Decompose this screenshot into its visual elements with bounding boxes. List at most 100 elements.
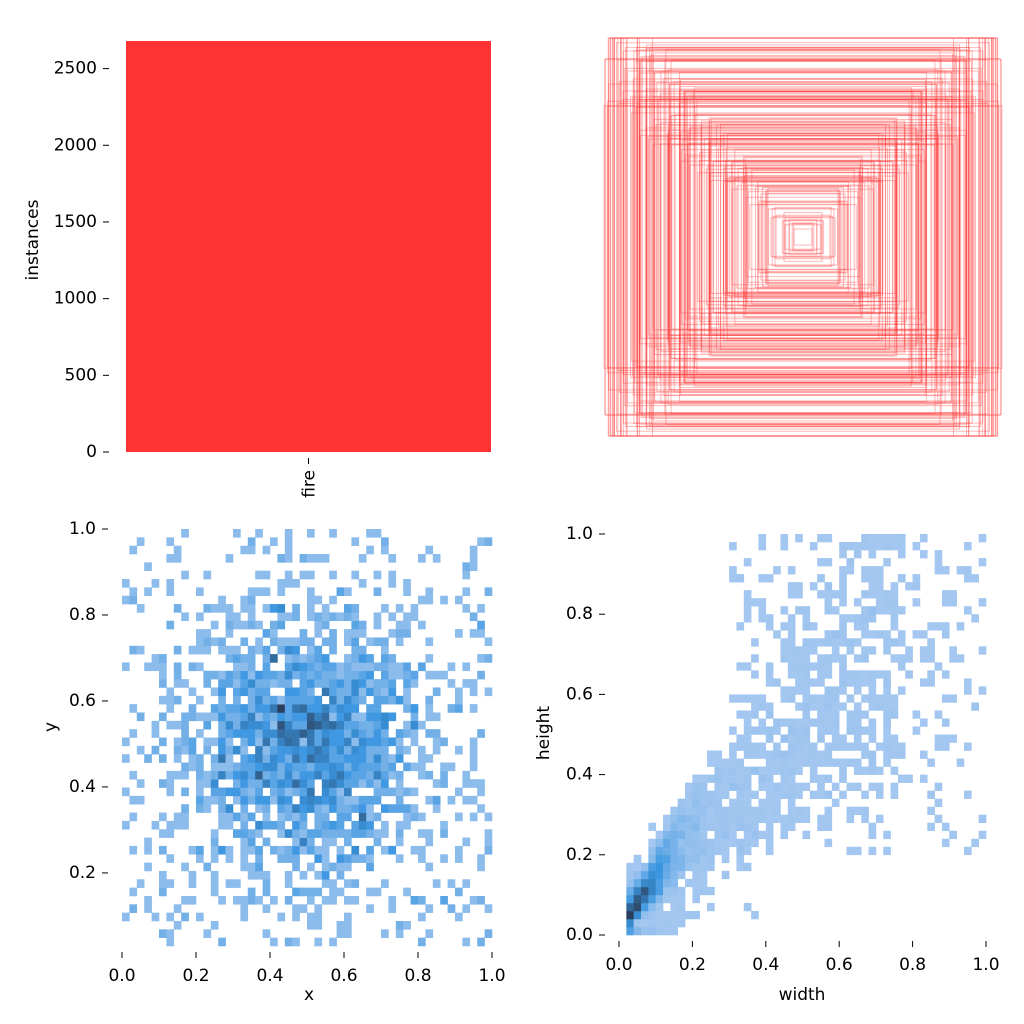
label-box — [665, 49, 941, 425]
hist-bin — [403, 729, 411, 738]
hist-bin — [875, 670, 884, 679]
hist-bin — [181, 570, 189, 580]
hist-bin — [809, 662, 818, 671]
hist-bin — [707, 806, 715, 815]
hist-bin — [941, 694, 950, 703]
hist-bin — [299, 737, 308, 747]
hist-bin — [655, 886, 664, 896]
hist-bin — [440, 595, 448, 605]
hist-bin — [802, 694, 811, 703]
hist-bin — [403, 629, 411, 638]
hist-bin — [655, 878, 664, 888]
hist-bin — [765, 798, 774, 807]
hist-bin — [868, 726, 877, 735]
label-box — [626, 70, 980, 404]
hist-bin — [883, 726, 891, 735]
hist-bin — [403, 887, 411, 897]
hist-bin — [905, 654, 913, 663]
x-tick-label: 1.0 — [478, 966, 505, 986]
hist-bin — [648, 926, 656, 936]
hist-bin — [255, 637, 263, 647]
hist-bin — [853, 718, 862, 727]
hist-bin — [292, 812, 300, 822]
hist-bin — [358, 645, 367, 655]
hist-bin — [218, 820, 226, 830]
hist-bin — [875, 814, 884, 824]
hist-bin — [890, 614, 899, 623]
hist-bin — [685, 846, 693, 856]
hist-bin — [477, 895, 485, 905]
hist-bin — [329, 770, 337, 780]
hist-bin — [890, 598, 899, 607]
hist-bin — [795, 534, 803, 543]
hist-bin — [663, 862, 671, 872]
hist-bin — [425, 595, 434, 605]
hist-bin — [692, 894, 701, 904]
hist-bin — [883, 542, 891, 551]
hist-bin — [395, 770, 404, 780]
hist-bin — [366, 745, 374, 755]
hist-bin — [831, 606, 840, 615]
hist-bin — [218, 712, 226, 722]
hist-bin — [203, 795, 212, 805]
hist-bin — [173, 770, 182, 780]
hist-bin — [410, 729, 419, 738]
hist-bin — [795, 646, 803, 655]
hist-bin — [336, 695, 345, 705]
bar-fire — [126, 41, 491, 452]
hist-bin — [861, 630, 869, 639]
hist-bin — [307, 912, 315, 922]
hist-bin — [181, 729, 189, 738]
hist-bin — [277, 612, 286, 622]
hist-bin — [853, 702, 862, 711]
hist-bin — [447, 879, 456, 888]
hist-bin — [233, 720, 241, 730]
hist-bin — [927, 822, 935, 832]
hist-bin — [292, 637, 300, 647]
hist-bin — [247, 720, 256, 730]
hist-bin — [381, 662, 389, 672]
label-box — [649, 55, 957, 419]
hist-bin — [425, 695, 434, 705]
hist-bin — [853, 654, 862, 663]
hist-bin — [795, 734, 803, 743]
hist-bin — [861, 678, 869, 687]
hist-bin — [707, 838, 715, 848]
hist-bin — [129, 704, 138, 713]
hist-bin — [270, 729, 278, 738]
hist-bin — [721, 766, 730, 775]
hist-bin — [299, 720, 308, 730]
hist-bin — [418, 620, 426, 630]
hist-bin — [166, 579, 175, 588]
hist-bin — [299, 654, 308, 663]
hist-bin — [484, 587, 493, 597]
hist-bin — [225, 762, 234, 772]
hist-bin — [890, 582, 899, 591]
hist-bin — [941, 734, 950, 743]
hist-bin — [381, 720, 389, 730]
hist-bin — [307, 570, 315, 580]
hist-bin — [868, 694, 877, 703]
hist-bin — [299, 887, 308, 897]
hist-bin — [787, 758, 796, 767]
label-box — [664, 59, 942, 415]
hist-bin — [218, 737, 226, 747]
hist-bin — [963, 846, 972, 856]
hist-bin — [233, 670, 241, 680]
hist-bin — [240, 795, 249, 805]
hist-bin — [166, 704, 175, 713]
hist-bin — [159, 654, 167, 663]
hist-bin — [358, 770, 367, 780]
hist-bin — [233, 745, 241, 755]
hist-bin — [403, 620, 411, 630]
label-box — [709, 142, 897, 332]
hist-bin — [255, 720, 263, 730]
hist-bin — [321, 729, 330, 738]
hist-bin — [344, 629, 352, 638]
hist-bin — [809, 646, 818, 655]
hist-bin — [802, 782, 811, 791]
label-box — [652, 37, 954, 437]
hist-bin — [351, 654, 360, 663]
hist-bin — [373, 704, 382, 713]
hist-bin — [875, 742, 884, 751]
